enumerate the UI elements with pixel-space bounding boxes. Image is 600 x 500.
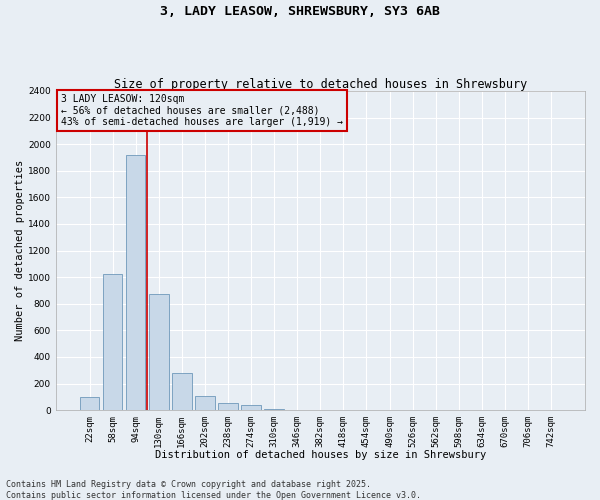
Y-axis label: Number of detached properties: Number of detached properties <box>15 160 25 341</box>
X-axis label: Distribution of detached houses by size in Shrewsbury: Distribution of detached houses by size … <box>155 450 486 460</box>
Text: 3, LADY LEASOW, SHREWSBURY, SY3 6AB: 3, LADY LEASOW, SHREWSBURY, SY3 6AB <box>160 5 440 18</box>
Text: 3 LADY LEASOW: 120sqm
← 56% of detached houses are smaller (2,488)
43% of semi-d: 3 LADY LEASOW: 120sqm ← 56% of detached … <box>61 94 343 128</box>
Text: Contains HM Land Registry data © Crown copyright and database right 2025.
Contai: Contains HM Land Registry data © Crown c… <box>6 480 421 500</box>
Bar <box>241 405 261 410</box>
Bar <box>149 294 169 410</box>
Bar <box>103 274 122 410</box>
Bar <box>265 409 284 410</box>
Bar <box>126 155 145 410</box>
Bar <box>218 404 238 410</box>
Bar <box>195 396 215 410</box>
Bar <box>80 397 100 410</box>
Title: Size of property relative to detached houses in Shrewsbury: Size of property relative to detached ho… <box>113 78 527 91</box>
Bar <box>172 373 191 410</box>
